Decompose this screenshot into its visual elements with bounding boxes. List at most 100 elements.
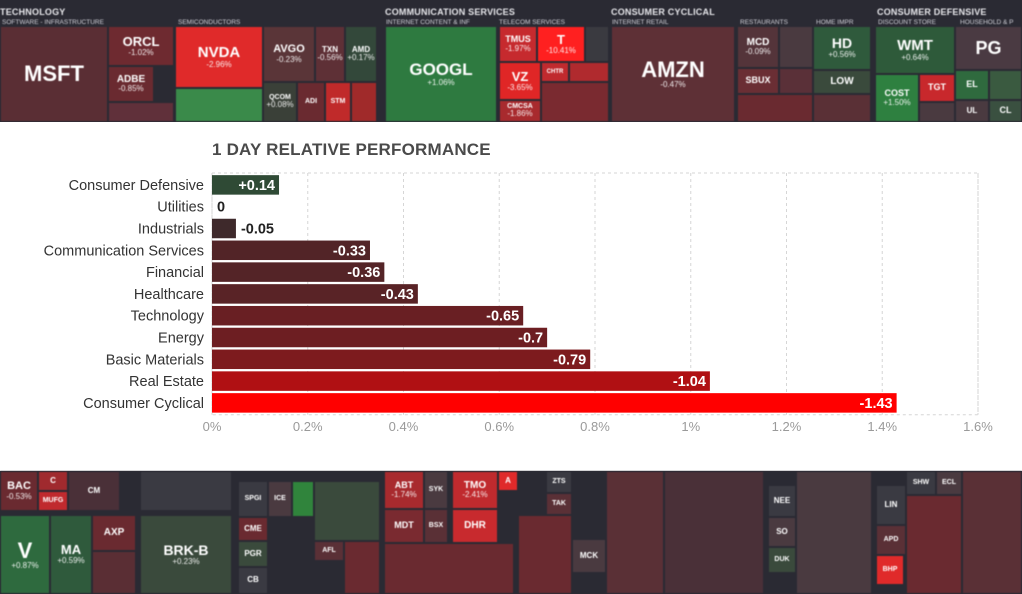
heatmap-tile-so[interactable]: SO xyxy=(768,517,796,547)
heatmap-tile-bac[interactable]: BAC -0.53% xyxy=(0,471,38,511)
heatmap-tile-a[interactable]: A xyxy=(498,471,518,491)
ticker-label: MCK xyxy=(579,550,599,560)
heatmap-tile-adbe[interactable]: ADBE -0.85% xyxy=(108,66,154,102)
heatmap-tile-shw[interactable]: SHW xyxy=(906,471,936,495)
heatmap-tile[interactable] xyxy=(344,541,380,594)
ticker-label: CHTR xyxy=(546,68,564,75)
heatmap-tile-cmcsa[interactable]: CMCSA -1.86% xyxy=(499,100,541,122)
heatmap-tile-bsx[interactable]: BSX xyxy=(424,509,448,543)
heatmap-tile-abt[interactable]: ABT -1.74% xyxy=(384,471,424,509)
heatmap-tile-tgt[interactable]: TGT xyxy=(919,74,955,102)
heatmap-tile-cost[interactable]: COST +1.50% xyxy=(875,74,919,122)
ticker-label: TGT xyxy=(928,82,946,93)
heatmap-tile-afl[interactable]: AFL xyxy=(314,541,344,561)
heatmap-tile-sbux[interactable]: SBUX xyxy=(737,68,779,94)
heatmap-tile[interactable] xyxy=(664,471,764,594)
ticker-label: MA xyxy=(60,542,82,558)
heatmap-tile-brk-b[interactable]: BRK-B +0.23% xyxy=(140,515,232,594)
ticker-label: CME xyxy=(244,523,262,533)
heatmap-tile-nvda[interactable]: NVDA -2.96% xyxy=(175,26,263,88)
heatmap-tile[interactable] xyxy=(92,551,136,594)
heatmap-tile-amzn[interactable]: AMZN -0.47% xyxy=(611,26,735,122)
heatmap-tile-vz[interactable]: VZ -3.65% xyxy=(499,62,541,100)
heatmap-tile[interactable] xyxy=(292,481,314,517)
heatmap-tile[interactable] xyxy=(779,68,813,94)
heatmap-tile-amd[interactable]: AMD +0.17% xyxy=(345,26,377,82)
heatmap-tile-cme[interactable]: CME xyxy=(238,517,268,541)
heatmap-tile-chtr[interactable]: CHTR xyxy=(541,62,569,82)
heatmap-tile[interactable] xyxy=(140,471,232,511)
heatmap-tile-cb[interactable]: CB xyxy=(238,567,268,594)
heatmap-tile-apd[interactable]: APD xyxy=(876,525,906,555)
ticker-change: -1.02% xyxy=(128,47,154,57)
heatmap-tile-spgi[interactable]: SPGI xyxy=(238,481,268,517)
heatmap-tile-cl[interactable]: CL xyxy=(989,100,1022,122)
heatmap-tile[interactable] xyxy=(779,26,813,68)
ticker-change: -0.23% xyxy=(276,54,302,64)
heatmap-tile-pgr[interactable]: PGR xyxy=(238,541,268,567)
heatmap-tile-tmo[interactable]: TMO -2.41% xyxy=(452,471,498,509)
heatmap-tile[interactable] xyxy=(813,94,871,122)
heatmap-tile-ecl[interactable]: ECL xyxy=(936,471,962,495)
heatmap-tile-mck[interactable]: MCK xyxy=(572,539,606,573)
heatmap-tile-avgo[interactable]: AVGO -0.23% xyxy=(263,26,315,82)
heatmap-tile[interactable] xyxy=(314,481,380,541)
heatmap-tile-orcl[interactable]: ORCL -1.02% xyxy=(108,26,174,66)
heatmap-tile-txn[interactable]: TXN -0.56% xyxy=(315,26,345,82)
heatmap-tile-mdt[interactable]: MDT xyxy=(384,509,424,543)
heatmap-tile-pg[interactable]: PG xyxy=(955,26,1022,70)
heatmap-tile-el[interactable]: EL xyxy=(955,70,989,100)
heatmap-tile[interactable] xyxy=(569,62,609,82)
heatmap-tile[interactable] xyxy=(175,88,263,122)
heatmap-tile-mufg[interactable]: MUFG xyxy=(38,491,68,511)
heatmap-tile-ma[interactable]: MA +0.59% xyxy=(50,515,92,594)
heatmap-tile[interactable] xyxy=(989,70,1022,100)
heatmap-tile-mcd[interactable]: MCD -0.09% xyxy=(737,26,779,68)
heatmap-tile-wmt[interactable]: WMT +0.64% xyxy=(875,26,955,74)
heatmap-tile-cm[interactable]: CM xyxy=(68,471,120,511)
heatmap-tile-tmus[interactable]: TMUS -1.97% xyxy=(499,26,537,62)
heatmap-tile-low[interactable]: LOW xyxy=(813,70,871,94)
heatmap-tile-t[interactable]: T -10.41% xyxy=(537,26,585,62)
heatmap-tile[interactable] xyxy=(737,94,813,122)
x-tick-label: 0.6% xyxy=(484,419,514,434)
heatmap-tile-v[interactable]: V +0.87% xyxy=(0,515,50,594)
heatmap-tile[interactable] xyxy=(108,102,174,122)
ticker-change: -0.53% xyxy=(6,491,32,501)
category-label: Consumer Defensive xyxy=(69,178,204,194)
heatmap-tile-ice[interactable]: ICE xyxy=(268,481,292,517)
heatmap-tile[interactable] xyxy=(606,471,664,594)
heatmap-tile-dhr[interactable]: DHR xyxy=(452,509,498,543)
value-label: 0 xyxy=(217,200,225,216)
heatmap-tile-stm[interactable]: STM xyxy=(325,82,351,122)
heatmap-tile-googl[interactable]: GOOGL +1.06% xyxy=(385,26,497,122)
heatmap-tile[interactable] xyxy=(962,471,1022,594)
ticker-change: -10.41% xyxy=(546,45,576,55)
heatmap-tile[interactable] xyxy=(919,102,955,122)
heatmap-tile[interactable] xyxy=(906,495,962,594)
heatmap-tile-msft[interactable]: MSFT xyxy=(0,26,108,122)
heatmap-tile-syk[interactable]: SYK xyxy=(424,471,448,509)
heatmap-tile-axp[interactable]: AXP xyxy=(92,515,136,551)
heatmap-tile-tak[interactable]: TAK xyxy=(546,493,572,515)
heatmap-tile-duk[interactable]: DUK xyxy=(768,547,796,573)
heatmap-tile-bhp[interactable]: BHP xyxy=(876,555,904,585)
heatmap-tile-qcom[interactable]: QCOM +0.08% xyxy=(263,82,297,122)
ticker-label: C xyxy=(50,475,56,485)
industry-label: SOFTWARE - INFRASTRUCTURE xyxy=(2,19,104,26)
heatmap-tile-hd[interactable]: HD +0.56% xyxy=(813,26,871,70)
heatmap-tile[interactable] xyxy=(796,471,872,594)
heatmap-tile-adi[interactable]: ADI xyxy=(297,82,325,122)
heatmap-tile-c[interactable]: C xyxy=(38,471,68,491)
heatmap-tile-lin[interactable]: LIN xyxy=(876,485,906,525)
heatmap-tile-ul[interactable]: UL xyxy=(955,100,989,122)
heatmap-tile-nee[interactable]: NEE xyxy=(768,485,796,517)
heatmap-tile[interactable] xyxy=(585,26,609,62)
heatmap-tile[interactable] xyxy=(541,82,609,122)
heatmap-tile[interactable] xyxy=(384,543,514,594)
heatmap-tile[interactable] xyxy=(351,82,377,122)
heatmap-tile[interactable] xyxy=(518,515,572,594)
category-label: Energy xyxy=(158,331,205,347)
heatmap-tile-zts[interactable]: ZTS xyxy=(546,471,572,493)
category-label: Consumer Cyclical xyxy=(83,396,204,412)
